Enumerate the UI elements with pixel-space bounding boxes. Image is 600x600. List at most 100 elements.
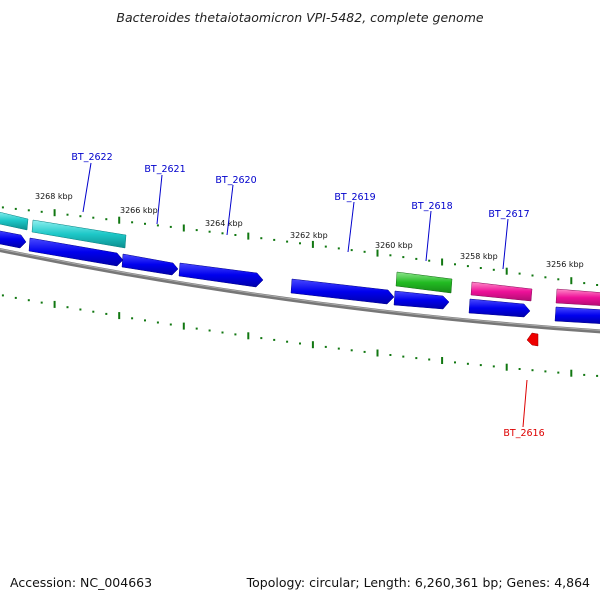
tick-minor: [324, 345, 327, 348]
kbp-label: 3264 kbp: [205, 219, 243, 228]
tick-minor: [131, 317, 134, 320]
tick-major: [441, 357, 444, 364]
gene-arrow-bt2621[interactable]: [28, 237, 124, 267]
map-title: Bacteroides thetaiotaomicron VPI-5482, c…: [116, 10, 483, 25]
gene-arrow-blue-6[interactable]: [468, 298, 531, 318]
tick-minor: [479, 267, 482, 269]
tick-minor: [324, 245, 327, 248]
callout-line-bt2620: [226, 184, 234, 236]
accession-text: Accession: NC_004663: [10, 575, 152, 590]
tick-minor: [260, 237, 263, 240]
tick-minor: [105, 218, 108, 221]
gene-arrow-bt2618[interactable]: [395, 271, 453, 294]
tick-minor: [14, 207, 17, 210]
tick-minor: [1, 206, 4, 209]
tick-minor: [221, 331, 224, 334]
tick-minor: [350, 349, 353, 352]
tick-minor: [363, 250, 366, 253]
tick-minor: [466, 362, 469, 365]
callout-line-bt2618: [425, 210, 432, 262]
gene-arrow-bt2619[interactable]: [290, 278, 395, 305]
tick-minor: [40, 301, 43, 304]
gene-label-bt2620[interactable]: BT_2620: [215, 175, 256, 186]
gene-arrow-magenta-1[interactable]: [555, 288, 600, 306]
gene-arrow-blue-5[interactable]: [393, 290, 450, 310]
tick-minor: [518, 368, 521, 370]
kbp-labels: 3268 kbp 3266 kbp 3264 kbp 3262 kbp 3260…: [35, 192, 584, 269]
tick-minor: [221, 232, 224, 235]
tick-major: [247, 232, 250, 240]
tick-minor: [14, 296, 17, 299]
kbp-label: 3268 kbp: [35, 192, 73, 201]
tick-minor: [234, 234, 237, 236]
tick-minor: [66, 213, 69, 216]
tick-minor: [415, 357, 418, 360]
gene-label-bt2619[interactable]: BT_2619: [334, 192, 375, 203]
tick-minor: [299, 242, 301, 245]
tick-minor: [27, 209, 30, 212]
tick-minor: [415, 257, 418, 260]
tick-minor: [299, 342, 301, 345]
gene-arrow-bt2622[interactable]: [31, 219, 127, 249]
gene-label-bt2616[interactable]: BT_2616: [503, 428, 544, 439]
kbp-ticks-inner: [1, 294, 599, 377]
gene-arrow-blue-7[interactable]: [554, 306, 600, 324]
tick-minor: [79, 308, 82, 311]
tick-major: [376, 249, 379, 257]
tick-minor: [428, 259, 431, 262]
tick-major: [118, 312, 121, 320]
tick-minor: [195, 229, 198, 232]
tick-minor: [273, 238, 276, 241]
gene-arrow-cyan-0[interactable]: [0, 211, 29, 231]
tick-minor: [596, 374, 599, 377]
tick-minor: [402, 256, 405, 259]
tick-minor: [208, 230, 211, 233]
callout-line-bt2621: [156, 174, 163, 225]
genome-summary-text: Topology: circular; Length: 6,260,361 bp…: [246, 575, 590, 590]
gene-callouts: [82, 162, 528, 428]
tick-minor: [518, 272, 521, 275]
kbp-label: 3260 kbp: [375, 241, 413, 250]
tick-minor: [144, 222, 146, 225]
tick-major: [570, 277, 573, 285]
tick-major: [505, 267, 508, 275]
tick-minor: [428, 358, 431, 361]
tick-minor: [531, 274, 534, 277]
callout-line-bt2619: [347, 201, 355, 253]
gene-label-bt2618[interactable]: BT_2618: [411, 201, 452, 212]
tick-minor: [92, 310, 95, 313]
tick-minor: [169, 225, 172, 228]
tick-minor: [557, 278, 560, 281]
tick-minor: [350, 249, 353, 252]
tick-minor: [389, 354, 392, 356]
gene-label-bt2617[interactable]: BT_2617: [488, 209, 529, 220]
tick-minor: [492, 365, 495, 368]
tick-minor: [92, 216, 95, 219]
tick-minor: [144, 319, 146, 322]
tick-minor: [402, 355, 405, 358]
tick-minor: [583, 373, 586, 376]
tick-major: [53, 209, 56, 217]
tick-minor: [234, 333, 237, 336]
gene-arrow-bt2620b[interactable]: [178, 262, 264, 288]
gene-arrow-blue-0[interactable]: [0, 230, 27, 249]
tick-minor: [337, 247, 340, 250]
tick-minor: [273, 338, 276, 341]
tick-minor: [454, 361, 456, 364]
tick-minor: [131, 221, 134, 224]
tick-major: [182, 224, 185, 232]
tick-major: [441, 258, 444, 266]
gene-label-bt2621[interactable]: BT_2621: [144, 164, 185, 175]
gene-arrow-bt2616[interactable]: [526, 332, 539, 347]
tick-minor: [596, 284, 599, 286]
gene-arrow-bt2620[interactable]: [121, 253, 179, 276]
tick-minor: [286, 240, 289, 243]
tick-major: [53, 300, 56, 308]
gene-arrow-bt2617[interactable]: [470, 281, 533, 302]
tick-minor: [531, 369, 534, 372]
gene-label-bt2622[interactable]: BT_2622: [71, 152, 112, 163]
tick-minor: [557, 371, 560, 374]
tick-minor: [208, 329, 211, 332]
tick-minor: [583, 282, 586, 285]
callout-line-bt2622: [82, 162, 92, 213]
